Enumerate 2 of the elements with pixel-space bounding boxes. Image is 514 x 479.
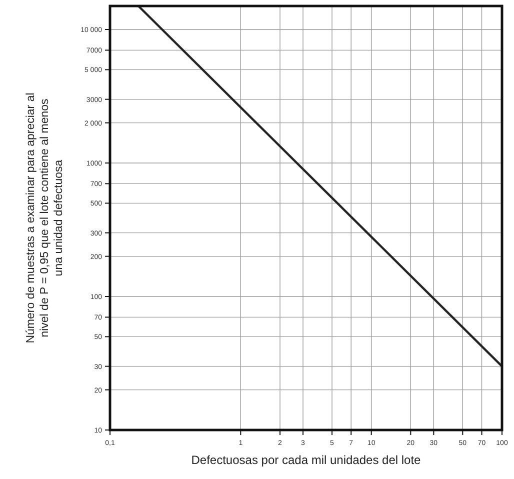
y-axis-title: Número de muestras a examinar para apreciar al nivel de P = 0,95 que el lote contiene al menos una unidad defectuosa: [25, 92, 65, 344]
x-axis-title: Defectuosas por cada mil unidades del lote: [191, 453, 422, 467]
